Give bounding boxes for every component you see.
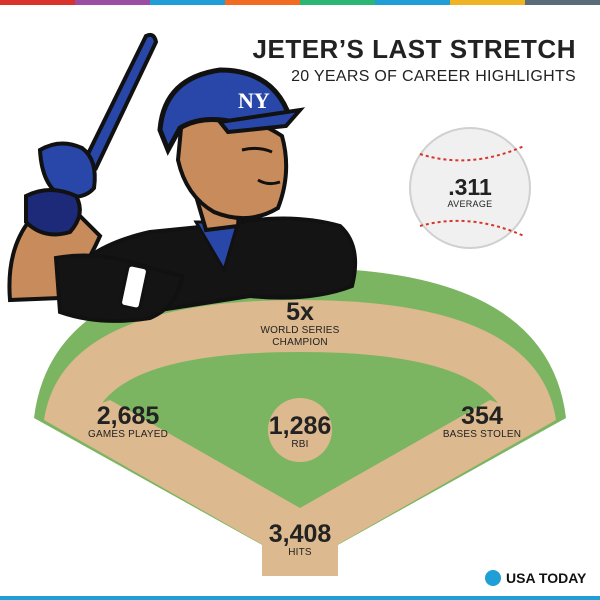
color-bar-segment: [225, 0, 300, 5]
rbi-label: RBI: [291, 439, 309, 450]
bottom-rule: [0, 596, 600, 600]
stat-games-played: 2,685 GAMES PLAYED: [78, 404, 178, 441]
hits-label: HITS: [288, 547, 312, 558]
color-bar-segment: [0, 0, 75, 5]
color-bar: [0, 0, 600, 5]
logo-dot-icon: [485, 570, 501, 586]
average-label: AVERAGE: [447, 199, 493, 209]
stat-hits: 3,408 HITS: [250, 522, 350, 559]
bases-stolen-value: 354: [461, 402, 503, 430]
page-subtitle: 20 YEARS OF CAREER HIGHLIGHTS: [291, 68, 576, 85]
color-bar-segment: [75, 0, 150, 5]
world-series-label-line2: CHAMPION: [272, 337, 328, 348]
page-title: JETER’S LAST STRETCH: [252, 34, 576, 64]
color-bar-segment: [150, 0, 225, 5]
usa-today-logo: USA TODAY: [485, 570, 586, 586]
average-value: .311: [448, 174, 492, 200]
bases-stolen-label: BASES STOLEN: [442, 429, 522, 440]
stat-bases-stolen: 354 BASES STOLEN: [432, 404, 532, 441]
stat-rbi: 1,286 RBI: [250, 414, 350, 451]
color-bar-segment: [525, 0, 600, 5]
color-bar-segment: [450, 0, 525, 5]
games-played-value: 2,685: [96, 402, 160, 430]
logo-text: USA TODAY: [506, 570, 587, 586]
svg-text:NY: NY: [238, 88, 270, 113]
games-played-label: GAMES PLAYED: [87, 429, 169, 440]
color-bar-segment: [300, 0, 375, 5]
basepath-dirt: [52, 400, 548, 566]
hits-value: 3,408: [268, 520, 332, 548]
pitchers-mound: [268, 398, 332, 462]
color-bar-segment: [375, 0, 450, 5]
world-series-value: 5x: [286, 298, 314, 326]
home-plate-area: [262, 512, 338, 576]
world-series-label-line1: WORLD SERIES: [260, 325, 340, 336]
stat-world-series: 5x WORLD SERIES CHAMPION: [240, 300, 360, 349]
rbi-value: 1,286: [268, 412, 332, 440]
